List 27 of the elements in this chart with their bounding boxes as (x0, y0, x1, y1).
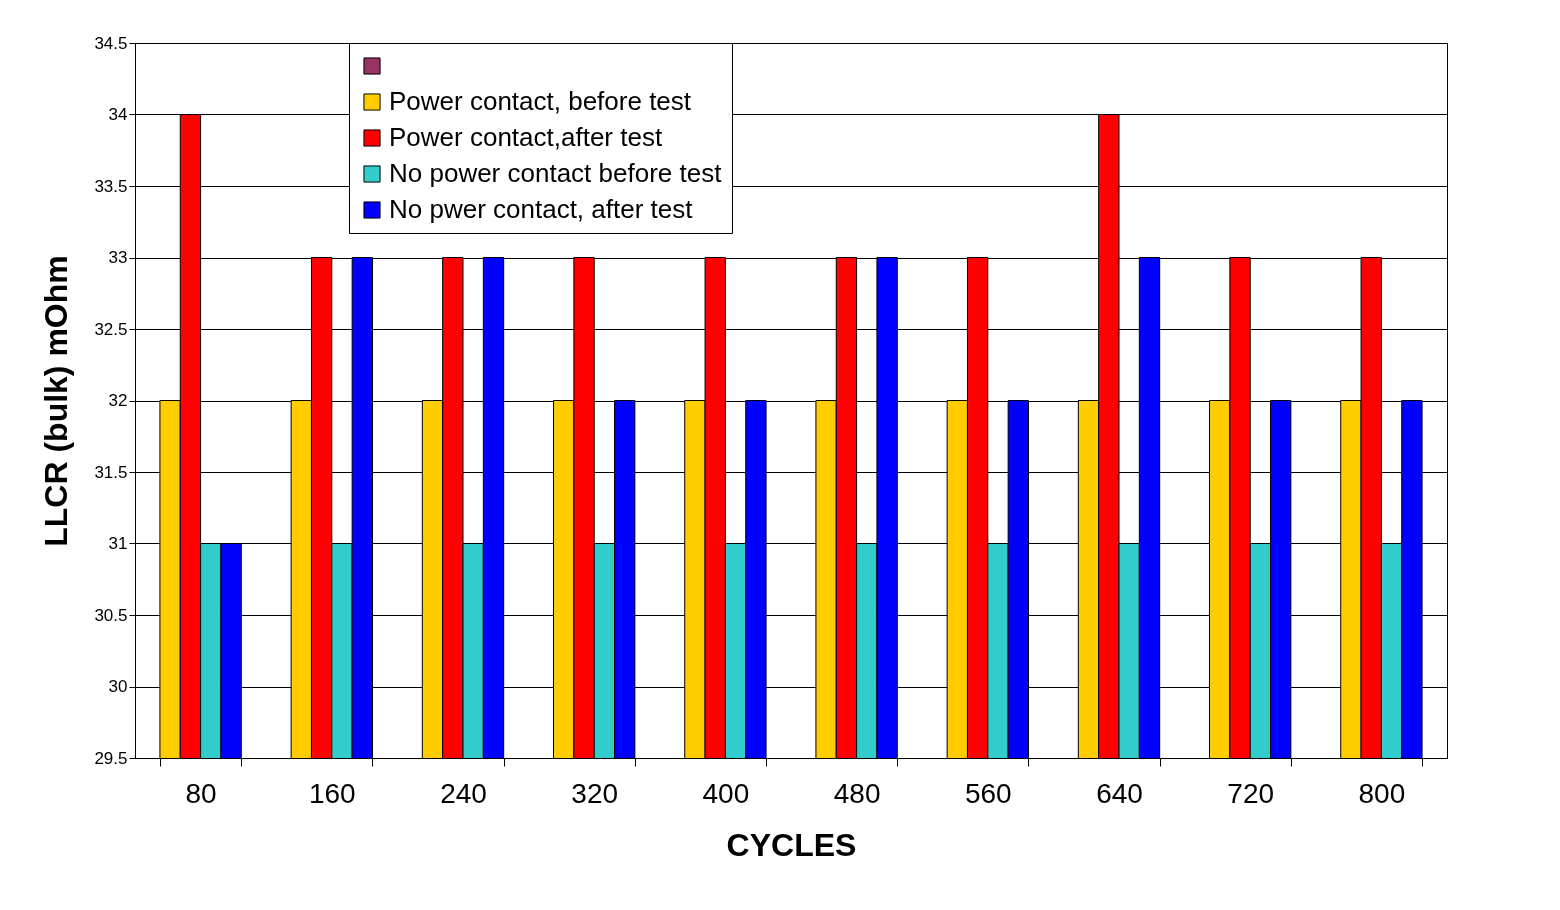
x-tick-label: 560 (964, 777, 1012, 809)
y-tick-label: 29.5 (94, 748, 128, 768)
legend-label: Power contact,after test (389, 122, 663, 152)
y-tick-label: 32.5 (94, 319, 128, 339)
y-axis-title: LLCR (bulk) mOhm (38, 255, 75, 547)
y-tick-label: 34 (108, 105, 128, 124)
x-tick-label: 400 (702, 777, 750, 809)
x-tick-label: 80 (185, 777, 217, 809)
y-tick-label: 30.5 (94, 605, 128, 625)
y-tick-label: 31.5 (94, 462, 128, 482)
legend-label: No pwer contact, after test (389, 194, 694, 224)
x-tick-label: 800 (1358, 777, 1406, 809)
x-tick-label: 640 (1096, 777, 1143, 809)
x-tick-label: 720 (1227, 777, 1275, 809)
y-tick-label: 31 (108, 534, 128, 553)
x-axis-title: CYCLES (726, 826, 857, 863)
y-tick-label: 33.5 (94, 176, 128, 196)
legend-label: Power contact, before test (389, 86, 692, 116)
legend-label: No power contact before test (389, 158, 723, 188)
y-tick-label: 34.5 (94, 33, 128, 53)
y-tick-label: 32 (108, 391, 128, 410)
x-tick-label: 320 (571, 777, 619, 809)
y-tick-label: 33 (108, 248, 128, 267)
y-tick-label: 30 (108, 677, 128, 696)
x-tick-label: 240 (440, 777, 487, 809)
x-tick-label: 480 (833, 777, 881, 809)
x-tick-label: 160 (308, 777, 356, 809)
